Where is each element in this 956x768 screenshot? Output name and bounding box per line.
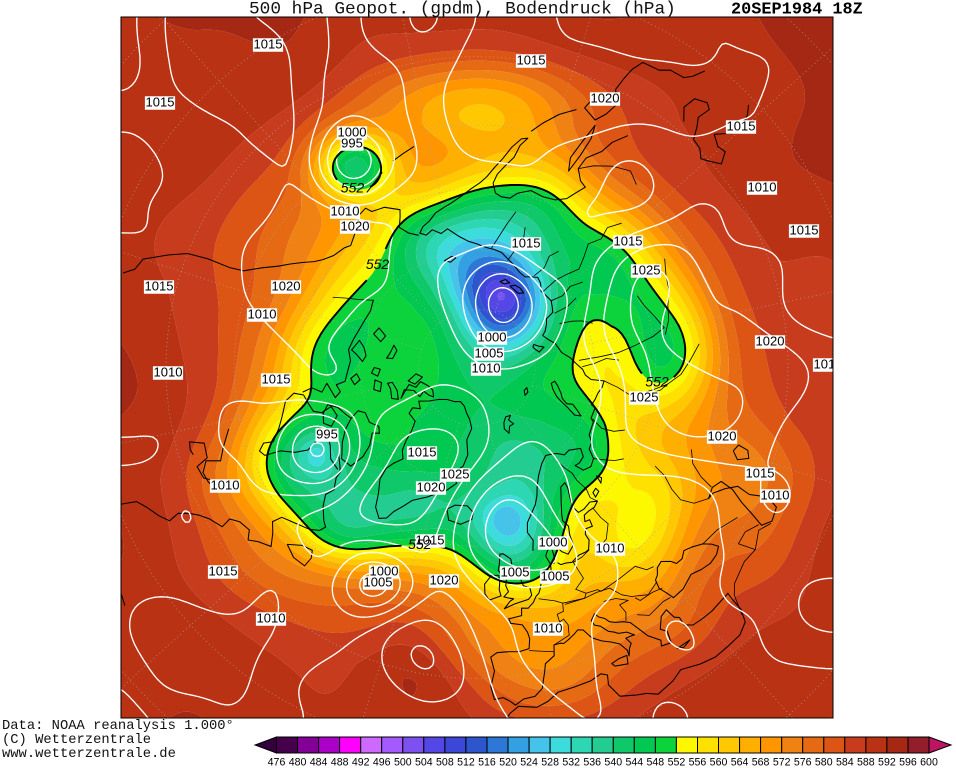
svg-text:584: 584 (836, 757, 854, 768)
svg-text:1000: 1000 (370, 563, 399, 578)
svg-text:1020: 1020 (272, 278, 301, 293)
svg-text:552: 552 (366, 256, 390, 272)
svg-text:20SEP1984 18Z: 20SEP1984 18Z (731, 1, 863, 20)
svg-text:1010: 1010 (211, 477, 240, 492)
svg-text:1015: 1015 (517, 52, 546, 67)
svg-text:1010: 1010 (596, 540, 625, 555)
svg-text:1020: 1020 (708, 428, 737, 443)
svg-text:560: 560 (710, 757, 728, 768)
svg-text:552: 552 (645, 374, 669, 390)
svg-text:1010: 1010 (534, 620, 563, 635)
svg-text:1010: 1010 (761, 487, 790, 502)
svg-text:568: 568 (752, 757, 770, 768)
svg-text:1015: 1015 (416, 532, 445, 547)
svg-text:528: 528 (541, 757, 559, 768)
svg-text:995: 995 (316, 426, 338, 441)
svg-text:504: 504 (415, 757, 433, 768)
svg-text:1005: 1005 (475, 345, 504, 360)
svg-text:556: 556 (689, 757, 707, 768)
svg-text:1015: 1015 (790, 222, 819, 237)
svg-text:1020: 1020 (341, 218, 370, 233)
svg-text:1025: 1025 (632, 262, 661, 277)
svg-text:1015: 1015 (145, 278, 174, 293)
svg-text:1005: 1005 (364, 574, 393, 589)
svg-text:596: 596 (899, 757, 917, 768)
svg-text:508: 508 (436, 757, 454, 768)
svg-text:1020: 1020 (756, 333, 785, 348)
svg-text:592: 592 (878, 757, 896, 768)
svg-text:552: 552 (341, 180, 365, 196)
svg-text:1020: 1020 (591, 90, 620, 105)
svg-text:1015: 1015 (254, 36, 283, 51)
svg-text:1010: 1010 (748, 179, 777, 194)
svg-text:580: 580 (815, 757, 833, 768)
svg-text:1015: 1015 (209, 563, 238, 578)
svg-text:(C) Wetterzentrale: (C) Wetterzentrale (2, 732, 151, 748)
svg-text:1005: 1005 (501, 564, 530, 579)
svg-text:520: 520 (499, 757, 517, 768)
svg-text:536: 536 (583, 757, 601, 768)
svg-text:1000: 1000 (539, 534, 568, 549)
svg-text:588: 588 (857, 757, 875, 768)
svg-text:524: 524 (520, 757, 538, 768)
svg-text:500 hPa Geopot. (gpdm), Bodend: 500 hPa Geopot. (gpdm), Bodendruck (hPa) (249, 0, 676, 20)
svg-text:548: 548 (647, 757, 665, 768)
svg-text:1010: 1010 (154, 364, 183, 379)
svg-text:1010: 1010 (472, 360, 501, 375)
svg-text:544: 544 (625, 757, 643, 768)
svg-text:1015: 1015 (746, 465, 775, 480)
svg-text:484: 484 (310, 757, 328, 768)
svg-text:488: 488 (331, 757, 349, 768)
svg-text:1015: 1015 (262, 371, 291, 386)
svg-text:1010: 1010 (257, 610, 286, 625)
svg-text:1015: 1015 (408, 444, 437, 459)
svg-text:572: 572 (773, 757, 791, 768)
svg-text:1000: 1000 (478, 329, 507, 344)
svg-text:1000: 1000 (338, 124, 367, 139)
svg-text:1015: 1015 (614, 233, 643, 248)
svg-text:1010: 1010 (331, 203, 360, 218)
svg-text:576: 576 (794, 757, 812, 768)
svg-text:512: 512 (457, 757, 475, 768)
svg-text:564: 564 (731, 757, 749, 768)
svg-text:1010: 1010 (248, 306, 277, 321)
svg-text:1005: 1005 (541, 568, 570, 583)
svg-text:552: 552 (408, 536, 432, 552)
svg-text:480: 480 (289, 757, 307, 768)
svg-text:552: 552 (668, 757, 686, 768)
svg-text:516: 516 (478, 757, 496, 768)
svg-text:1020: 1020 (417, 479, 446, 494)
svg-text:1015: 1015 (512, 235, 541, 250)
svg-text:1025: 1025 (441, 466, 470, 481)
svg-text:1015: 1015 (727, 118, 756, 133)
svg-text:1025: 1025 (630, 389, 659, 404)
svg-text:www.wetterzentrale.de: www.wetterzentrale.de (2, 746, 176, 762)
svg-text:1020: 1020 (430, 572, 459, 587)
svg-text:540: 540 (604, 757, 622, 768)
svg-text:Data: NOAA reanalysis 1.000°: Data: NOAA reanalysis 1.000° (2, 718, 234, 734)
svg-text:1015: 1015 (146, 94, 175, 109)
svg-text:600: 600 (920, 757, 938, 768)
svg-text:995: 995 (341, 135, 363, 150)
svg-text:492: 492 (352, 757, 370, 768)
svg-text:532: 532 (562, 757, 580, 768)
svg-text:496: 496 (373, 757, 391, 768)
svg-text:476: 476 (268, 757, 286, 768)
svg-text:500: 500 (394, 757, 412, 768)
